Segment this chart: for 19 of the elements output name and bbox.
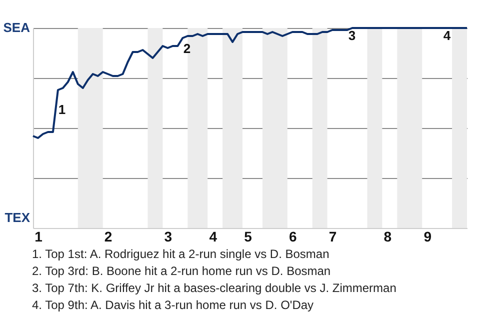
x-tick-label: 2 bbox=[104, 228, 112, 244]
text: 4. Top 9th: A. Davis hit a 3-run home run vs D. O'Day bbox=[32, 297, 315, 314]
x-tick-label: 4 bbox=[209, 228, 218, 244]
x-tick-label: 3 bbox=[164, 228, 172, 244]
x-tick-label: 1 bbox=[34, 228, 43, 244]
annotation: 2 bbox=[183, 41, 191, 56]
x-tick-label: 5 bbox=[244, 228, 252, 244]
text: 3. Top 7th: K. Griffey Jr hit a bases-clearing double vs J. Zimmerman bbox=[32, 280, 398, 297]
x-tick-label: 8 bbox=[384, 228, 392, 244]
annotation: 4 bbox=[443, 28, 452, 43]
text: TEX bbox=[4, 210, 30, 225]
text: SEA bbox=[3, 20, 31, 35]
x-tick-label: 7 bbox=[328, 228, 337, 244]
x-tick-label: 9 bbox=[424, 228, 432, 244]
annotation: 1 bbox=[58, 102, 66, 117]
annotation: 3 bbox=[348, 28, 356, 43]
text: 2. Top 3rd: B. Boone hit a 2-run home run vs D. Bosman bbox=[32, 263, 332, 280]
text: 1. Top 1st: A. Rodriguez hit a 2-run single vs D. Bosman bbox=[32, 246, 330, 263]
x-tick-label: 6 bbox=[289, 228, 298, 244]
